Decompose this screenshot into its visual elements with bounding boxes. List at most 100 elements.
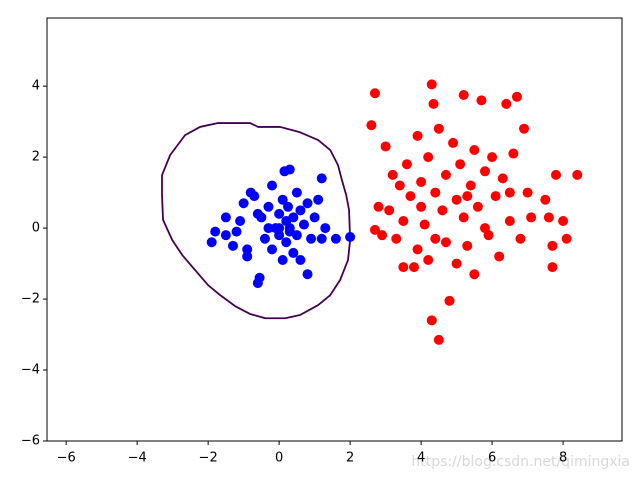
scatter-point: [412, 130, 423, 141]
scatter-point: [288, 212, 299, 223]
scatter-point: [220, 230, 231, 241]
scatter-point: [501, 98, 512, 109]
scatter-point: [267, 244, 278, 255]
y-tick-label: −4: [21, 363, 40, 378]
scatter-point: [479, 166, 490, 177]
scatter-point: [433, 123, 444, 134]
scatter-point: [306, 233, 317, 244]
scatter-point: [423, 152, 434, 163]
y-tick-label: −6: [21, 434, 40, 449]
marks: [161, 79, 583, 345]
scatter-point: [511, 91, 522, 102]
scatter-point: [366, 120, 377, 131]
scatter-point: [526, 212, 537, 223]
scatter-point: [430, 233, 441, 244]
scatter-point: [274, 223, 285, 234]
scatter-point: [242, 244, 253, 255]
scatter-point: [274, 230, 285, 241]
x-tick-label: −4: [128, 451, 147, 466]
scatter-point: [479, 223, 490, 234]
scatter-point: [302, 198, 313, 209]
scatter-point: [547, 240, 558, 251]
scatter-point: [426, 79, 437, 90]
scatter-point: [547, 262, 558, 273]
x-tick-label: 2: [346, 451, 354, 466]
scatter-point: [295, 255, 306, 266]
scatter-point: [504, 187, 515, 198]
scatter-point: [267, 180, 278, 191]
scatter-point: [302, 269, 313, 280]
plot-area: [47, 18, 622, 441]
scatter-point: [462, 240, 473, 251]
x-tick-label: 8: [559, 451, 567, 466]
scatter-point: [384, 205, 395, 216]
scatter-point: [433, 334, 444, 345]
scatter-point: [252, 208, 263, 219]
scatter-point: [428, 98, 439, 109]
scatter-point: [416, 176, 427, 187]
scatter-point: [469, 269, 480, 280]
scatter-point: [561, 233, 572, 244]
scatter-point: [320, 223, 331, 234]
scatter-point: [405, 191, 416, 202]
scatter-point: [291, 230, 302, 241]
scatter-point: [543, 212, 554, 223]
scatter-point: [522, 187, 533, 198]
scatter-point: [235, 215, 246, 226]
x-tick-label: 0: [275, 451, 283, 466]
scatter-point: [313, 194, 324, 205]
scatter-point: [369, 88, 380, 99]
scatter-point: [550, 169, 561, 180]
y-tick-label: −2: [21, 292, 40, 307]
scatter-point: [345, 231, 356, 242]
scatter-point: [504, 215, 515, 226]
watermark: https://blog.csdn.net/qimingxia: [411, 454, 630, 470]
scatter-point: [508, 148, 519, 159]
scatter-point: [398, 215, 409, 226]
scatter-point: [494, 251, 505, 262]
scatter-point: [515, 233, 526, 244]
scatter-point: [440, 237, 451, 248]
scatter-point: [540, 194, 551, 205]
scatter-point: [380, 141, 391, 152]
scatter-point: [455, 159, 466, 170]
scatter-point: [430, 187, 441, 198]
scatter-point: [558, 215, 569, 226]
y-tick-label: 0: [32, 221, 40, 236]
y-tick-label: 2: [32, 150, 40, 165]
scatter-point: [472, 201, 483, 212]
scatter-point: [476, 95, 487, 106]
scatter-point: [572, 169, 583, 180]
scatter-point: [263, 201, 274, 212]
scatter-point: [249, 191, 260, 202]
contour-line: [161, 122, 352, 320]
scatter-point: [377, 230, 388, 241]
scatter-point: [462, 191, 473, 202]
scatter-point: [373, 201, 384, 212]
scatter-point: [283, 201, 294, 212]
x-tick-label: −6: [57, 451, 76, 466]
scatter-point: [369, 224, 380, 235]
scatter-point: [316, 233, 327, 244]
scatter-point: [231, 226, 242, 237]
scatter-point: [242, 251, 253, 262]
scatter-point: [284, 164, 295, 175]
scatter-point: [412, 244, 423, 255]
scatter-point: [259, 233, 270, 244]
scatter-point: [316, 173, 327, 184]
scatter-point: [206, 237, 217, 248]
x-tick-label: −2: [199, 451, 218, 466]
scatter-point: [497, 173, 508, 184]
scatter-point: [277, 255, 288, 266]
scatter-point: [490, 191, 501, 202]
scatter-point: [469, 145, 480, 156]
scatter-point: [295, 205, 306, 216]
scatter-point: [465, 180, 476, 191]
scatter-point: [423, 255, 434, 266]
scatter-point: [448, 137, 459, 148]
scatter-point: [458, 90, 469, 101]
scatter-point: [451, 194, 462, 205]
y-tick-label: 4: [32, 79, 40, 94]
scatter-point: [220, 212, 231, 223]
